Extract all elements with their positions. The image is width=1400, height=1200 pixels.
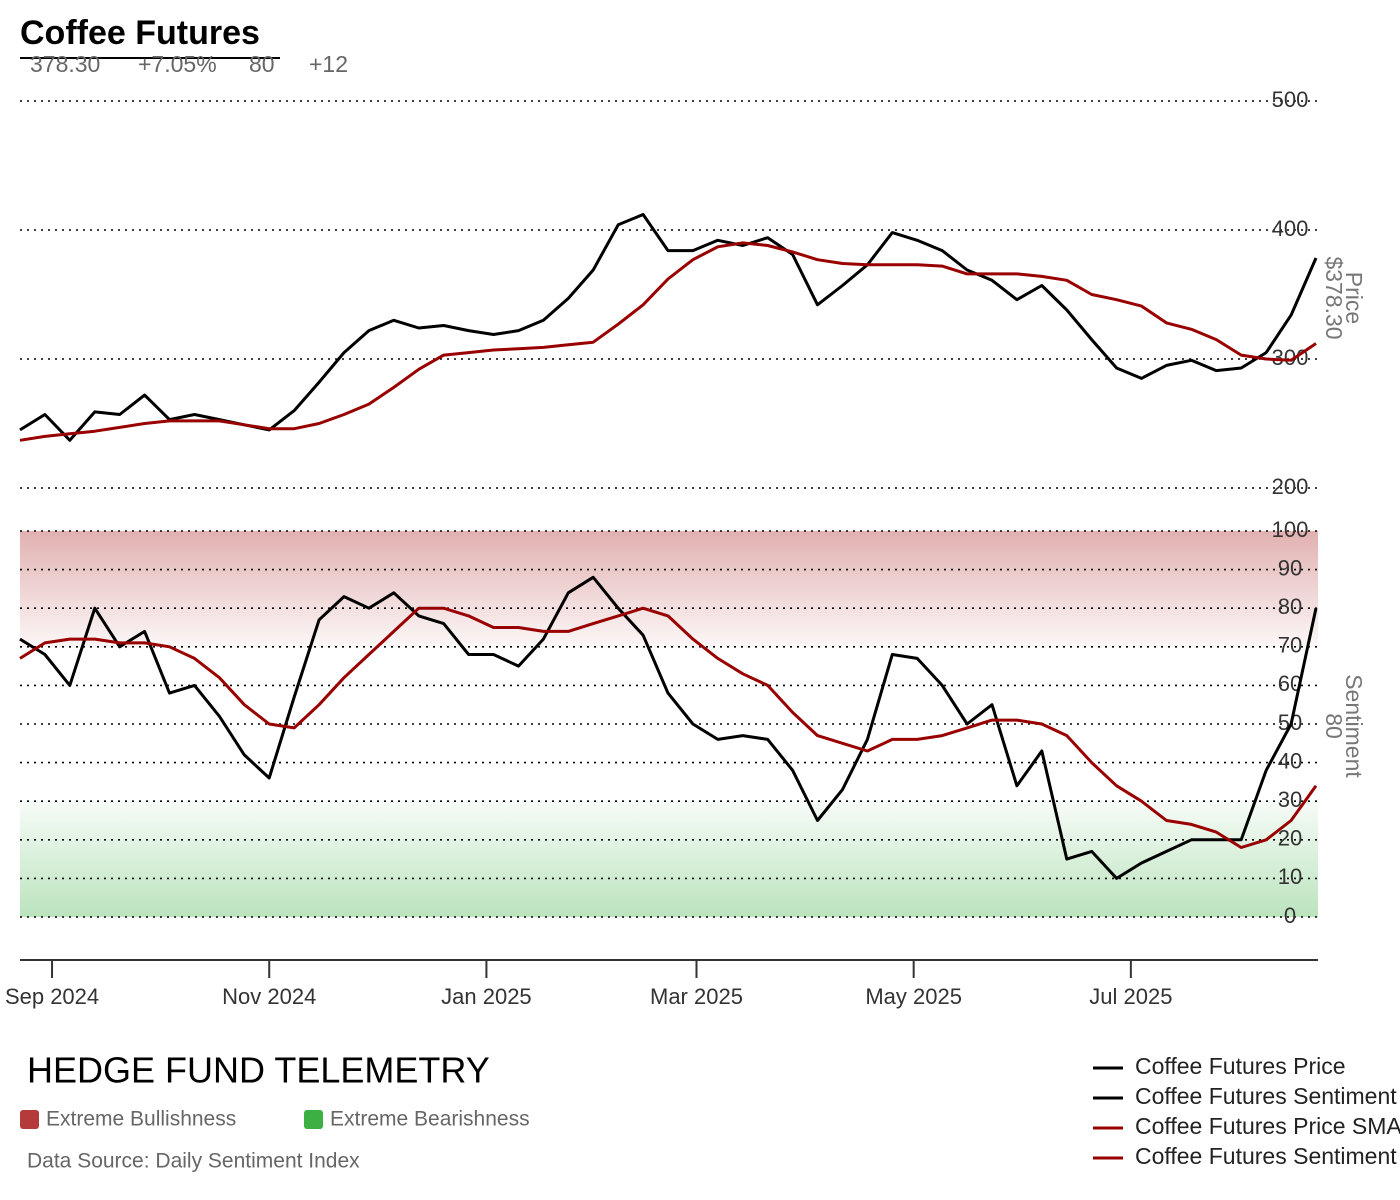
brand: HEDGE FUND TELEMETRY [27,1050,490,1091]
y-tick-label: 30 [1278,787,1302,812]
zone-legend-swatch [304,1110,323,1129]
stat: +12 [309,51,348,77]
y-tick-label: 300 [1272,345,1309,370]
stat: 80 [249,51,275,77]
x-tick-label: Sep 2024 [5,984,99,1009]
y-tick-label: 90 [1278,555,1302,580]
zone-legend-swatch [20,1110,39,1129]
legend-label: Coffee Futures Price [1135,1053,1346,1079]
y-axis-title: Sentiment [1341,674,1367,778]
y-axis-last: $378.30 [1321,256,1347,339]
x-tick-label: Jul 2025 [1089,984,1172,1009]
series-line [19,213,1318,442]
zone [20,531,1318,647]
zone-legend-label: Extreme Bullishness [46,1108,236,1131]
x-tick-label: Jan 2025 [441,984,532,1009]
y-tick-label: 80 [1278,594,1302,619]
y-tick-label: 200 [1272,474,1309,499]
zone [20,801,1318,917]
y-tick-label: 40 [1278,748,1302,773]
legend-label: Coffee Futures Price SMA [1135,1113,1400,1139]
legend-label: Coffee Futures Sentiment [1135,1083,1397,1109]
chart-title: Coffee Futures [20,14,260,52]
stat: +7.05% [138,51,217,77]
series-line [19,575,1318,880]
x-tick-label: May 2025 [865,984,962,1009]
y-tick-label: 500 [1272,87,1309,112]
source: Data Source: Daily Sentiment Index [27,1150,360,1173]
series-line [19,606,1318,849]
y-tick-label: 70 [1278,633,1302,658]
zone-legend-label: Extreme Bearishness [330,1108,530,1131]
y-tick-label: 20 [1278,826,1302,851]
stat: 378.30 [30,51,100,77]
x-tick-label: Mar 2025 [650,984,743,1009]
x-tick-label: Nov 2024 [222,984,316,1009]
y-axis-last: 80 [1321,713,1347,739]
y-tick-label: 400 [1272,216,1309,241]
y-axis-title: Price [1341,272,1367,324]
y-tick-label: 10 [1278,864,1302,889]
y-tick-label: 100 [1272,517,1309,542]
y-tick-label: 0 [1284,903,1296,928]
series-line [19,241,1317,442]
legend-label: Coffee Futures Sentiment SMA [1135,1143,1400,1169]
